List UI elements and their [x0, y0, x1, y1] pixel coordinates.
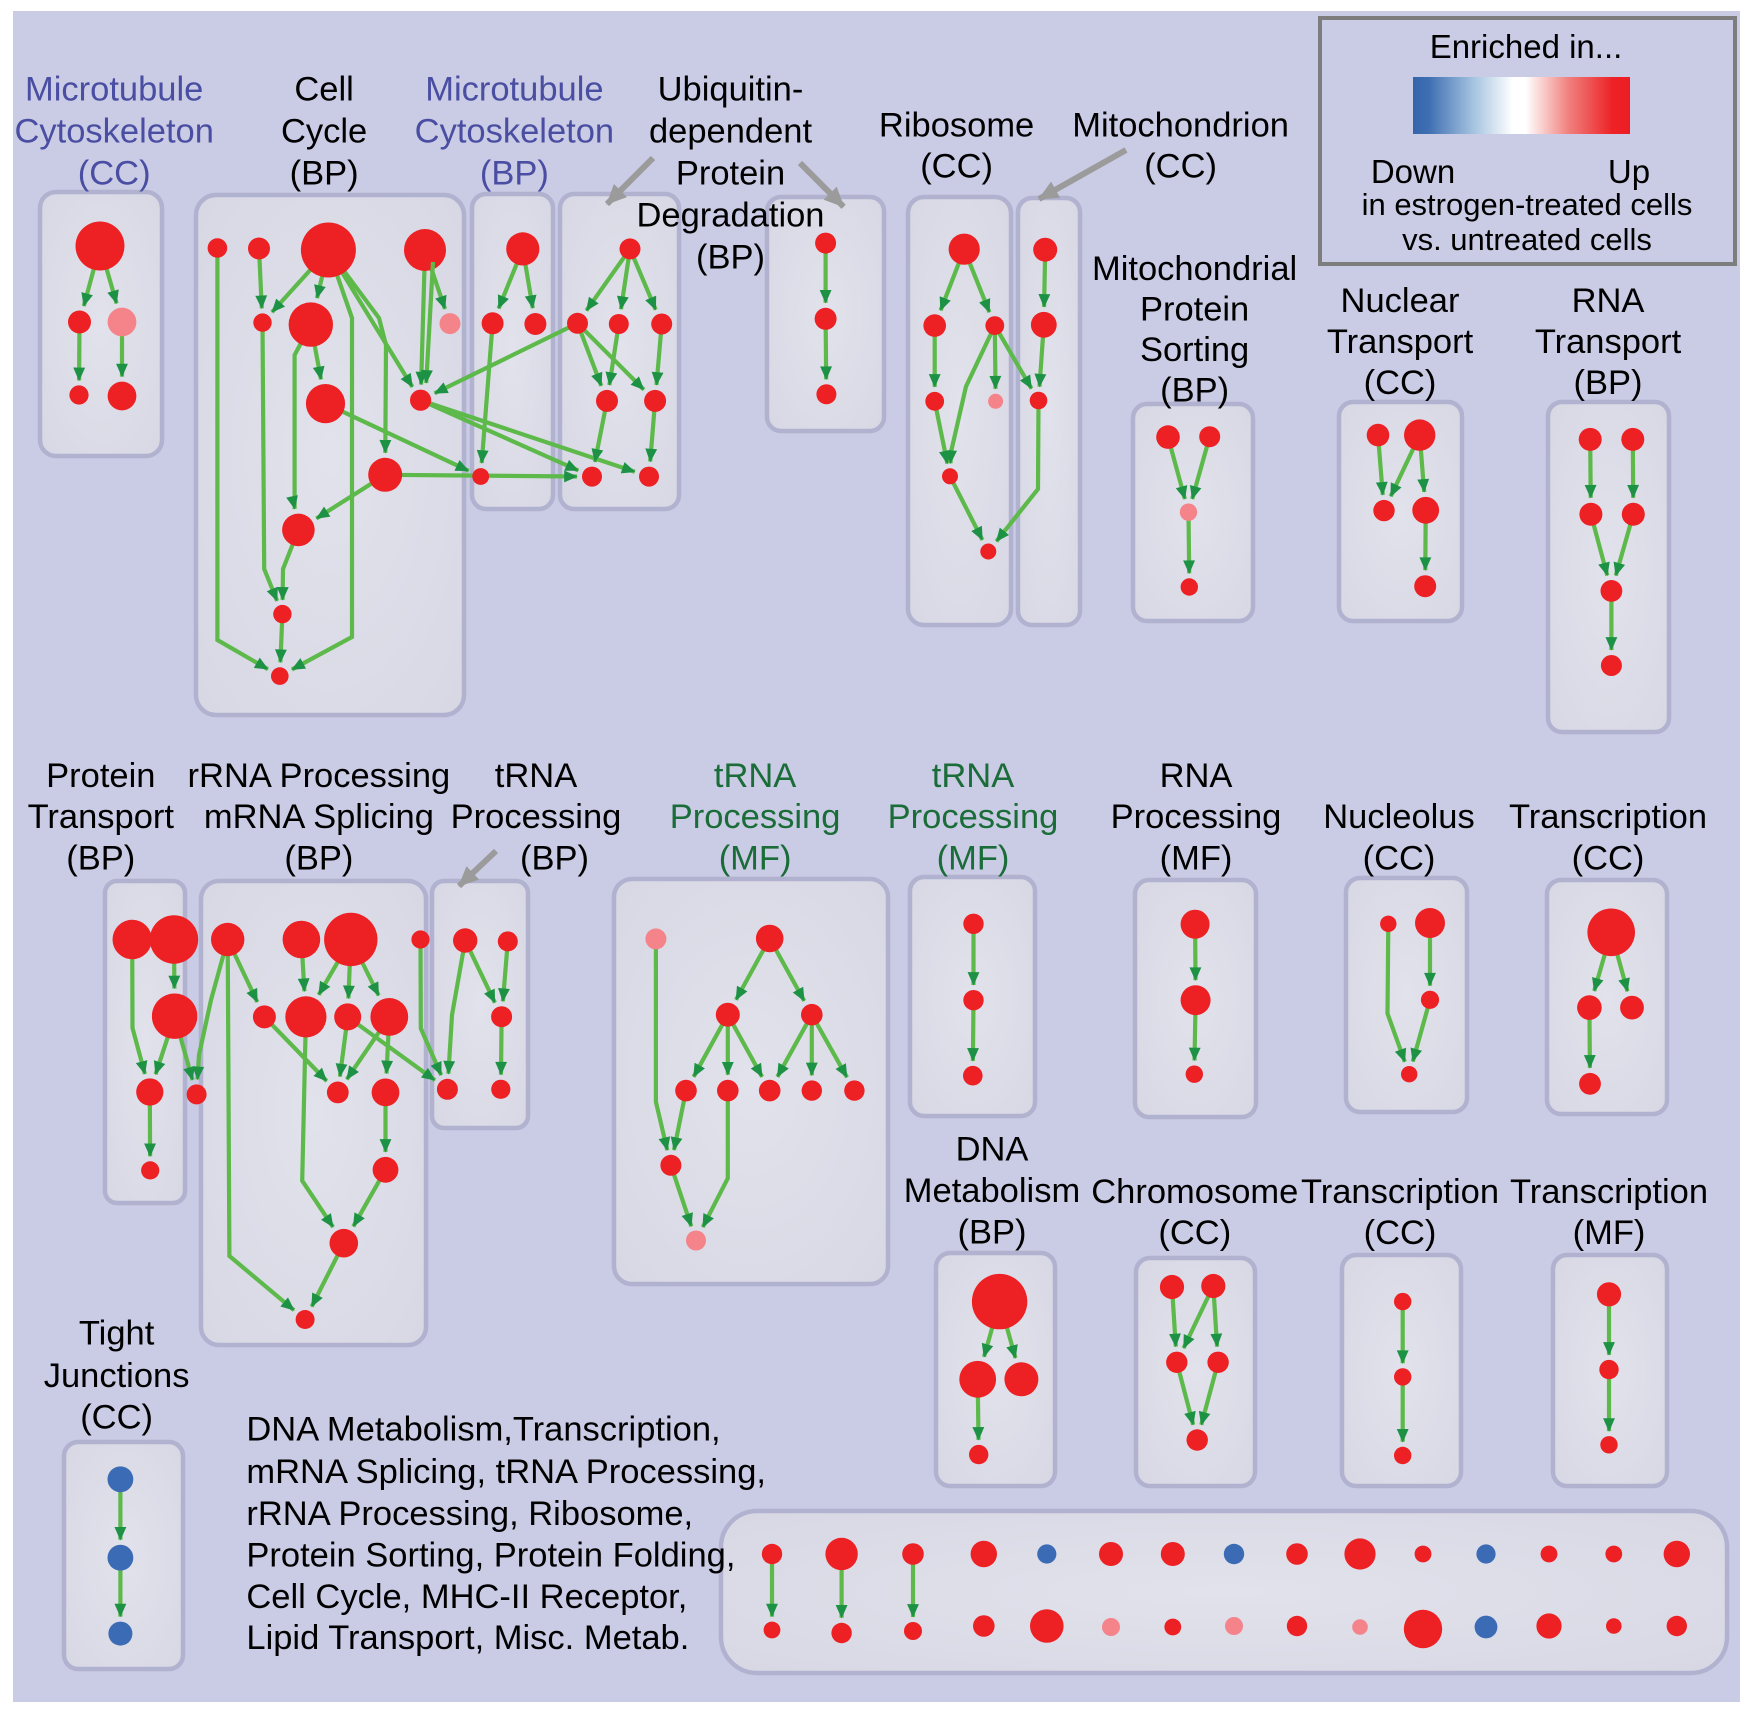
svg-text:(BP): (BP): [1574, 364, 1643, 402]
svg-text:mRNA Splicing, tRNA Processing: mRNA Splicing, tRNA Processing,: [246, 1453, 766, 1491]
svg-text:RNA: RNA: [1572, 282, 1645, 320]
svg-text:Protein: Protein: [676, 154, 785, 192]
svg-text:(CC): (CC): [1364, 1214, 1437, 1252]
svg-text:Tight: Tight: [79, 1315, 155, 1353]
svg-text:Transport: Transport: [1535, 323, 1682, 361]
svg-text:(BP): (BP): [290, 154, 359, 192]
svg-text:DNA: DNA: [956, 1131, 1029, 1169]
svg-text:Ribosome: Ribosome: [879, 106, 1034, 144]
svg-text:tRNA: tRNA: [932, 757, 1014, 795]
svg-text:(BP): (BP): [480, 154, 549, 192]
svg-text:(CC): (CC): [1144, 148, 1217, 186]
svg-text:(BP): (BP): [66, 839, 135, 877]
svg-text:Transport: Transport: [28, 798, 175, 836]
svg-text:Cytoskeleton: Cytoskeleton: [415, 113, 614, 151]
svg-text:Lipid Transport, Misc. Metab.: Lipid Transport, Misc. Metab.: [246, 1619, 689, 1657]
svg-text:(BP): (BP): [958, 1214, 1027, 1252]
svg-text:Down: Down: [1371, 153, 1455, 190]
svg-text:rRNA Processing: rRNA Processing: [188, 757, 451, 795]
svg-text:(BP): (BP): [284, 839, 353, 877]
svg-text:(MF): (MF): [719, 839, 792, 877]
svg-text:(MF): (MF): [937, 839, 1010, 877]
svg-text:(CC): (CC): [78, 154, 151, 192]
svg-text:Ubiquitin-: Ubiquitin-: [658, 70, 804, 108]
svg-text:Junctions: Junctions: [44, 1357, 190, 1395]
svg-text:dependent: dependent: [649, 113, 812, 151]
svg-text:Enriched in...: Enriched in...: [1430, 28, 1623, 65]
svg-text:mRNA Splicing: mRNA Splicing: [204, 798, 434, 836]
svg-text:Metabolism: Metabolism: [904, 1172, 1080, 1210]
svg-text:Mitochondrial: Mitochondrial: [1092, 250, 1297, 288]
svg-text:Cell: Cell: [294, 70, 353, 108]
svg-text:(CC): (CC): [1158, 1214, 1231, 1252]
svg-text:Processing: Processing: [888, 798, 1059, 836]
svg-text:(CC): (CC): [80, 1398, 153, 1436]
svg-text:(MF): (MF): [1573, 1214, 1646, 1252]
svg-text:Mitochondrion: Mitochondrion: [1072, 106, 1289, 144]
svg-text:Transport: Transport: [1327, 323, 1474, 361]
svg-text:DNA Metabolism,Transcription,: DNA Metabolism,Transcription,: [246, 1411, 720, 1449]
svg-text:tRNA: tRNA: [714, 757, 796, 795]
svg-text:in estrogen-treated cells: in estrogen-treated cells: [1362, 187, 1693, 222]
svg-text:RNA: RNA: [1160, 757, 1233, 795]
svg-text:Nucleolus: Nucleolus: [1323, 798, 1475, 836]
svg-text:Microtubule: Microtubule: [425, 70, 603, 108]
svg-text:Cell Cycle, MHC-II Receptor,: Cell Cycle, MHC-II Receptor,: [246, 1578, 687, 1616]
svg-text:tRNA: tRNA: [495, 757, 577, 795]
svg-text:Sorting: Sorting: [1140, 331, 1249, 369]
svg-text:(CC): (CC): [1572, 839, 1645, 877]
svg-text:(CC): (CC): [1364, 364, 1437, 402]
svg-text:Protein Sorting, Protein Foldi: Protein Sorting, Protein Folding,: [246, 1536, 735, 1574]
svg-text:rRNA Processing, Ribosome,: rRNA Processing, Ribosome,: [246, 1495, 693, 1533]
svg-text:(BP): (BP): [1160, 372, 1229, 410]
svg-text:Protein: Protein: [46, 757, 155, 795]
svg-text:Processing: Processing: [670, 798, 841, 836]
svg-text:Degradation: Degradation: [637, 197, 825, 235]
svg-text:Transcription: Transcription: [1509, 798, 1707, 836]
svg-text:vs. untreated cells: vs. untreated cells: [1402, 222, 1652, 257]
svg-text:Transcription: Transcription: [1510, 1173, 1708, 1211]
svg-text:Transcription: Transcription: [1301, 1173, 1499, 1211]
svg-text:Cytoskeleton: Cytoskeleton: [14, 113, 213, 151]
svg-text:Up: Up: [1608, 153, 1650, 190]
svg-text:Cycle: Cycle: [281, 113, 367, 151]
svg-text:(CC): (CC): [1363, 839, 1436, 877]
svg-text:(BP): (BP): [520, 839, 589, 877]
svg-text:Microtubule: Microtubule: [25, 70, 203, 108]
svg-text:Chromosome: Chromosome: [1091, 1173, 1298, 1211]
svg-text:(BP): (BP): [696, 239, 765, 277]
svg-text:Processing: Processing: [451, 798, 622, 836]
svg-text:(CC): (CC): [920, 148, 993, 186]
svg-text:Nuclear: Nuclear: [1341, 282, 1460, 320]
svg-text:Protein: Protein: [1140, 290, 1249, 328]
svg-text:Processing: Processing: [1111, 798, 1282, 836]
svg-text:(MF): (MF): [1160, 839, 1233, 877]
